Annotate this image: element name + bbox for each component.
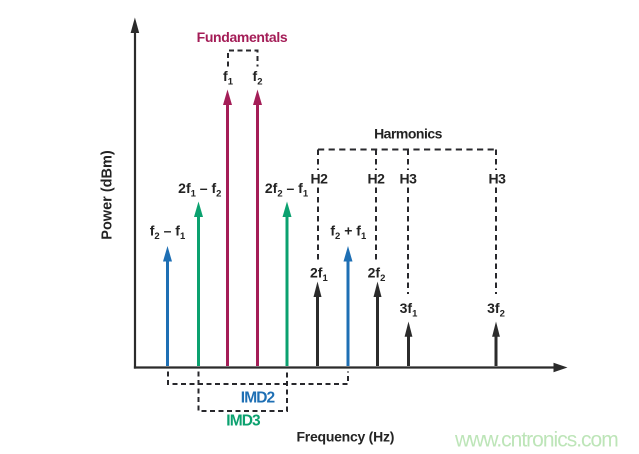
svg-text:Fundamentals: Fundamentals [197,29,288,45]
svg-text:IMD3: IMD3 [226,413,261,430]
svg-text:2f2: 2f2 [368,264,386,284]
svg-text:H3: H3 [400,171,418,187]
svg-text:H2: H2 [311,171,329,187]
svg-text:IMD2: IMD2 [241,390,275,407]
svg-text:2f1: 2f1 [310,264,328,284]
svg-text:f2 – f1: f2 – f1 [150,223,186,243]
svg-text:Frequency (Hz): Frequency (Hz) [296,429,394,445]
svg-text:f2: f2 [253,68,263,88]
svg-text:3f2: 3f2 [487,300,505,320]
svg-text:H2: H2 [368,171,386,187]
svg-text:2f2 – f1: 2f2 – f1 [265,180,309,200]
svg-text:f2 + f1: f2 + f1 [330,222,367,242]
svg-text:H3: H3 [489,171,507,187]
svg-text:Harmonics: Harmonics [374,126,443,142]
svg-text:3f1: 3f1 [400,300,418,320]
svg-text:f1: f1 [223,68,234,88]
svg-text:2f1 – f2: 2f1 – f2 [178,180,221,200]
svg-text:www.cntronics.com: www.cntronics.com [454,429,618,452]
svg-text:Power (dBm): Power (dBm) [99,150,115,240]
